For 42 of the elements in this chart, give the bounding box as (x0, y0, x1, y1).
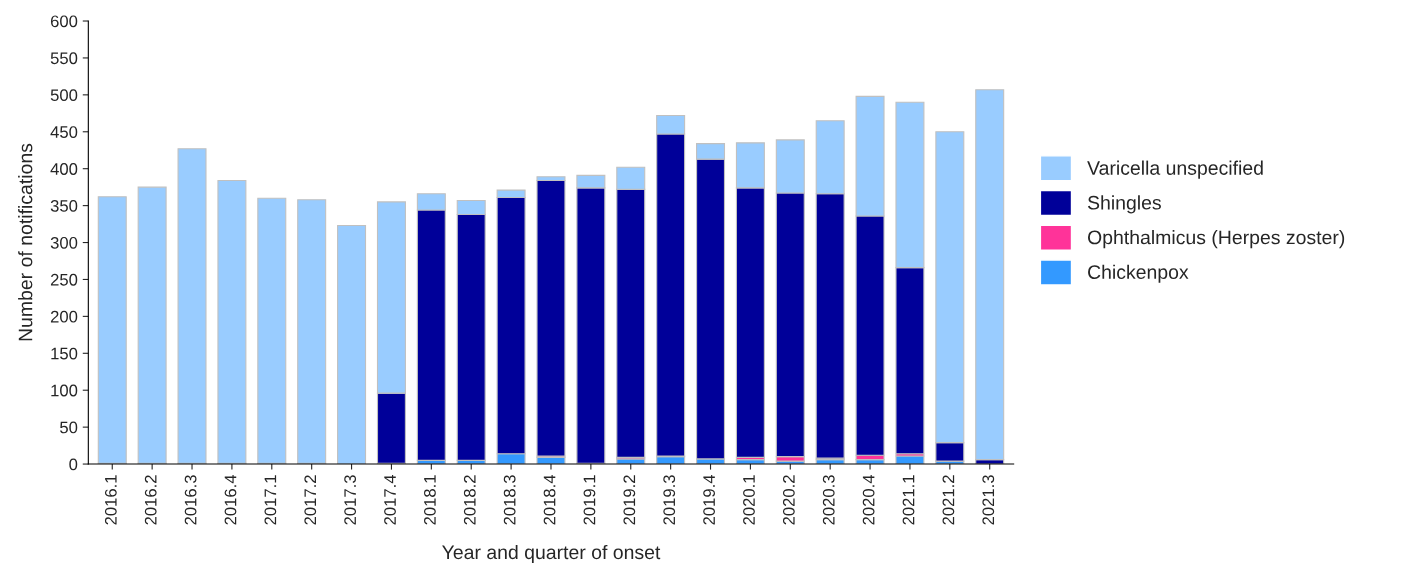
x-tick-label: 2017.3 (344, 475, 357, 525)
x-tick-label: 2020.4 (862, 474, 875, 525)
x-tick-label: 2017.1 (264, 475, 277, 525)
x-tick-label: 2020.1 (743, 475, 755, 525)
x-tick-label: 2019.2 (623, 475, 636, 525)
legend-label: Shingles (1087, 195, 1161, 214)
legend-label: Varicella unspecified (1087, 160, 1263, 179)
x-tick-label: 2020.2 (782, 475, 795, 525)
legend-label: Ophthalmicus (Herpes zoster) (1087, 230, 1345, 249)
x-tick-label: 2016.3 (184, 475, 197, 525)
x-tick-label: 2017.2 (304, 475, 317, 525)
x-tick-label: 2021.1 (902, 475, 915, 525)
x-tick-label: 2016.2 (144, 475, 157, 525)
y-tick-label: 250 (50, 273, 78, 286)
y-tick-label: 50 (60, 421, 78, 434)
x-tick-label: 2016.1 (104, 475, 117, 525)
x-tick-label: 2021.2 (942, 475, 955, 525)
x-tick-label: 2019.4 (703, 474, 715, 525)
x-tick-label: 2016.4 (224, 474, 237, 525)
x-tick-label: 2018.3 (503, 475, 516, 525)
y-tick-label: 400 (50, 163, 78, 175)
y-tick-label: 500 (50, 89, 78, 102)
y-tick-label: 550 (50, 52, 78, 65)
y-tick-label: 0 (69, 458, 78, 471)
x-tick-label: 2019.3 (663, 475, 676, 525)
x-tick-label: 2021.3 (982, 475, 995, 525)
x-tick-label: 2018.4 (543, 474, 556, 525)
y-tick-label: 350 (50, 200, 78, 212)
y-tick-label: 300 (50, 236, 78, 249)
y-tick-label: 450 (50, 126, 78, 138)
x-tick-label: 2018.1 (424, 475, 436, 525)
y-tick-label: 100 (51, 384, 78, 397)
y-tick-label: 150 (51, 347, 78, 360)
x-tick-label: 2019.1 (583, 475, 596, 525)
x-tick-label: 2018.2 (463, 475, 476, 525)
x-tick-label: 2020.3 (822, 475, 835, 525)
y-tick-label: 600 (50, 15, 78, 28)
legend-label: Chickenpox (1088, 264, 1189, 283)
y-axis-title: Number of notifications (18, 143, 33, 341)
x-axis-title: Year and quarter of onset (442, 544, 661, 564)
y-tick-label: 200 (50, 310, 78, 323)
x-tick-label: 2017.4 (384, 474, 396, 525)
